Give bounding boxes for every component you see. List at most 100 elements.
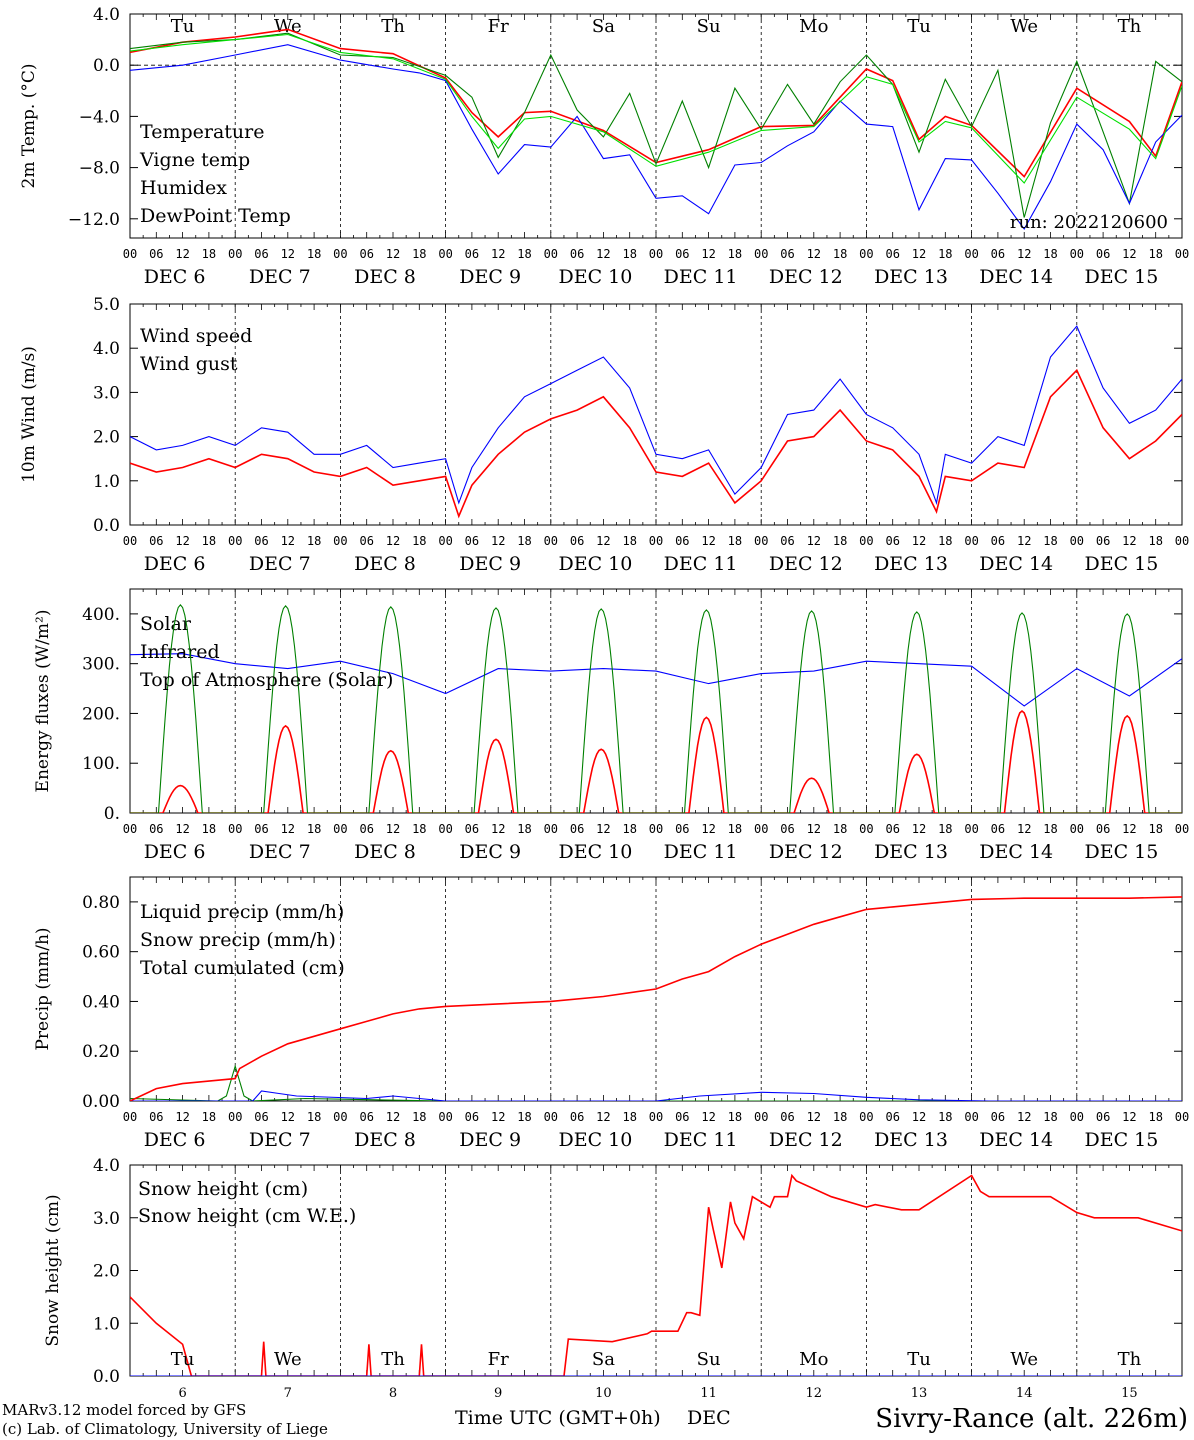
- day-number-label: 9: [494, 1386, 502, 1401]
- hour-tick-label: 00: [754, 247, 768, 261]
- y-tick-label: 0.00: [82, 1092, 120, 1112]
- hour-tick-label: 18: [622, 534, 636, 548]
- y-tick-label: 4.0: [93, 1156, 120, 1176]
- hour-tick-label: 00: [859, 247, 873, 261]
- hour-tick-label: 18: [412, 247, 426, 261]
- weekday-label: Th: [381, 1349, 405, 1370]
- hour-tick-label: 00: [964, 534, 978, 548]
- hour-tick-label: 00: [544, 822, 558, 836]
- hour-tick-label: 12: [701, 247, 715, 261]
- run-note: run: 2022120600: [1010, 212, 1168, 233]
- hour-tick-label: 12: [1017, 822, 1031, 836]
- plot-frame: [129, 588, 1183, 814]
- hour-tick-label: 00: [123, 1110, 137, 1124]
- weekday-label: Su: [697, 16, 721, 37]
- hour-tick-label: 00: [228, 1110, 242, 1124]
- series-line-wind-gust: [130, 325, 1182, 506]
- hour-tick-label: 18: [517, 822, 531, 836]
- hour-tick-label: 06: [465, 247, 479, 261]
- y-tick-label: 0.80: [82, 893, 120, 913]
- series-line-total-cumulated-cm-: [130, 896, 1182, 1101]
- day-number-label: 14: [1016, 1386, 1033, 1401]
- hour-tick-label: 12: [491, 1110, 505, 1124]
- hour-tick-label: 06: [149, 247, 163, 261]
- day-number-label: 11: [700, 1386, 717, 1401]
- day-label: DEC 12: [769, 553, 843, 575]
- y-tick-label: 2.0: [93, 428, 120, 448]
- y-tick-label: 200.: [82, 704, 120, 724]
- hour-tick-label: 06: [885, 247, 899, 261]
- day-label: DEC 12: [769, 841, 843, 863]
- hour-tick-label: 18: [622, 1110, 636, 1124]
- hour-tick-label: 00: [438, 247, 452, 261]
- hour-tick-label: 12: [491, 247, 505, 261]
- hour-tick-label: 18: [202, 247, 216, 261]
- y-tick-label: 0.: [104, 804, 120, 824]
- day-label: DEC 9: [459, 841, 521, 863]
- hour-tick-label: 12: [1122, 247, 1136, 261]
- legend-entry: Humidex: [140, 177, 227, 199]
- hour-tick-label: 00: [438, 1110, 452, 1124]
- legend-entry: Wind gust: [140, 353, 238, 375]
- hour-tick-label: 00: [754, 1110, 768, 1124]
- weekday-label: Fr: [488, 16, 509, 37]
- hour-tick-label: 00: [649, 247, 663, 261]
- hour-tick-label: 18: [833, 822, 847, 836]
- hour-tick-label: 12: [1122, 1110, 1136, 1124]
- hour-tick-label: 06: [254, 247, 268, 261]
- hour-tick-label: 12: [596, 247, 610, 261]
- y-tick-label: 0.0: [93, 1367, 120, 1387]
- y-tick-label: −12.0: [68, 210, 120, 230]
- hour-tick-label: 00: [1070, 822, 1084, 836]
- day-number-label: 7: [284, 1386, 292, 1401]
- hour-tick-label: 00: [754, 822, 768, 836]
- series-line-snow-height-cm-: [130, 1173, 1182, 1376]
- hour-tick-label: 00: [1175, 1110, 1189, 1124]
- legend-entry: Liquid precip (mm/h): [140, 901, 344, 923]
- hour-tick-label: 06: [1096, 1110, 1110, 1124]
- weekday-label: Sa: [592, 16, 615, 37]
- day-label: DEC 6: [144, 841, 206, 863]
- y-axis-label: 2m Temp. (°C): [19, 63, 39, 188]
- hour-tick-label: 18: [938, 534, 952, 548]
- series-line-liquid-precip-mm-h-: [130, 1064, 1182, 1101]
- weekday-label: We: [1010, 16, 1038, 37]
- weekday-label: Mo: [799, 16, 828, 37]
- footer: MARv3.12 model forced by GFS(c) Lab. of …: [2, 1401, 1188, 1438]
- hour-tick-label: 12: [912, 247, 926, 261]
- hour-tick-label: 00: [1070, 534, 1084, 548]
- hour-tick-label: 00: [333, 534, 347, 548]
- hour-tick-label: 06: [465, 822, 479, 836]
- hour-tick-label: 00: [438, 822, 452, 836]
- hour-tick-label: 12: [1017, 1110, 1031, 1124]
- day-label: DEC 11: [664, 553, 738, 575]
- weekday-label: Th: [381, 16, 405, 37]
- panel-2: 5.0 4.0 3.0 2.0 1.0 0.0 10m Wind (m/s) Wind spe…: [19, 295, 1189, 575]
- hour-tick-label: 06: [359, 247, 373, 261]
- hour-tick-label: 06: [149, 534, 163, 548]
- y-tick-label: −8.0: [79, 159, 120, 179]
- y-axis-label: Precip (mm/h): [33, 927, 53, 1050]
- hour-tick-label: 12: [491, 822, 505, 836]
- weekday-label: Su: [697, 1349, 721, 1370]
- hour-tick-label: 06: [1096, 534, 1110, 548]
- hour-tick-label: 00: [1070, 1110, 1084, 1124]
- day-label: DEC 10: [558, 553, 632, 575]
- y-tick-label: −4.0: [79, 107, 120, 127]
- day-label: DEC 12: [769, 266, 843, 288]
- legend-entry: Snow height (cm W.E.): [138, 1205, 356, 1227]
- hour-tick-label: 18: [833, 1110, 847, 1124]
- hour-tick-label: 06: [780, 247, 794, 261]
- weekday-label: We: [1010, 1349, 1038, 1370]
- hour-tick-label: 00: [1175, 534, 1189, 548]
- day-label: DEC 10: [558, 266, 632, 288]
- day-label: DEC 11: [664, 841, 738, 863]
- hour-tick-label: 06: [1096, 822, 1110, 836]
- day-label: DEC 15: [1084, 841, 1158, 863]
- y-tick-label: 300.: [82, 655, 120, 675]
- hour-tick-label: 18: [938, 1110, 952, 1124]
- hour-tick-label: 18: [517, 1110, 531, 1124]
- hour-tick-label: 12: [281, 534, 295, 548]
- day-label: DEC 7: [249, 841, 311, 863]
- hour-tick-label: 12: [807, 247, 821, 261]
